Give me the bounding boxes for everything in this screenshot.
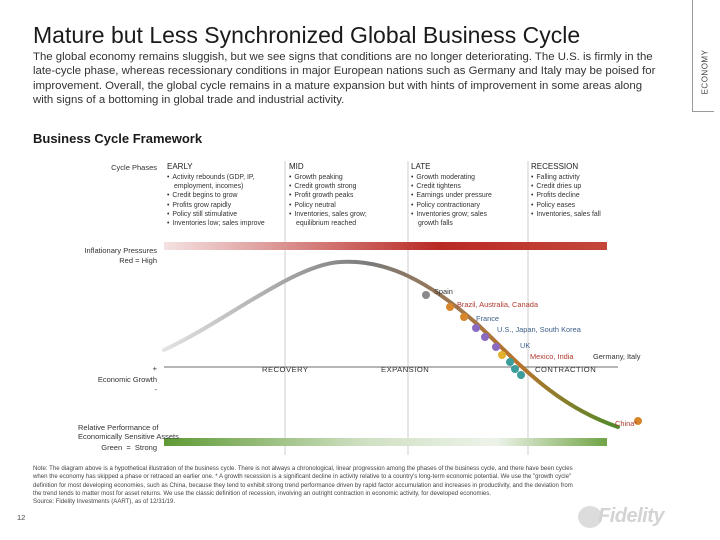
list-item: Profits grow rapidly	[167, 201, 265, 210]
country-label-china: China*	[615, 419, 638, 428]
phase-word-recovery: RECOVERY	[262, 365, 309, 374]
list-item: equilibrium reached	[296, 220, 357, 228]
inflationary-pressure-bar	[164, 242, 607, 250]
list-item: Inventories, sales fall	[531, 210, 600, 219]
footnote-note: Note: The diagram above is a hypothetica…	[33, 465, 573, 497]
footnote-source: Source: Fidelity Investments (AART), as …	[33, 498, 176, 506]
logo-mark	[578, 506, 602, 528]
section-tab-label: ECONOMY	[700, 49, 710, 95]
diagram-graphics	[162, 161, 642, 455]
list-item: Activity rebounds (GDP, IP,	[167, 173, 265, 182]
list-item: Profit growth peaks	[289, 191, 367, 200]
list-item: Inventories grow; sales	[411, 210, 492, 219]
list-item: Policy neutral	[289, 201, 367, 210]
list-item: Falling activity	[531, 173, 601, 182]
row-label-inflationary-pressures: Inflationary Pressures	[84, 246, 157, 255]
section-tab-border	[692, 0, 714, 112]
relative-performance-key: Green = Strong	[78, 443, 157, 452]
relative-performance-bar	[164, 438, 607, 446]
list-item: Growth moderating	[411, 173, 492, 182]
fidelity-logo: Fidelity	[578, 505, 690, 529]
business-cycle-diagram: Cycle Phases Inflationary Pressures Red …	[78, 155, 660, 457]
country-position-dot	[422, 291, 430, 299]
list-item: Growth peaking	[289, 173, 367, 182]
country-position-dot	[492, 343, 500, 351]
row-label-economically-sensitive: Economically Sensitive Assets	[78, 432, 179, 441]
phase-mid-list: Growth peaking Credit growth strong Prof…	[289, 173, 367, 228]
list-item: employment, incomes)	[174, 183, 244, 191]
list-item: Credit dries up	[531, 182, 601, 191]
list-item: Inventories low; sales improve	[167, 219, 264, 228]
key-green: Green	[101, 443, 123, 452]
phase-mid: MID Growth peaking Credit growth strong …	[289, 162, 367, 228]
row-label-economic-growth: Economic Growth	[97, 375, 157, 384]
section-heading: Business Cycle Framework	[33, 131, 203, 146]
footnote: Note: The diagram above is a hypothetica…	[33, 465, 573, 506]
country-position-dot	[481, 333, 489, 341]
growth-minus-sign: -	[154, 385, 158, 394]
phase-early-heading: EARLY	[167, 162, 193, 171]
country-position-dot	[511, 365, 519, 373]
country-label-spain: Spain	[434, 287, 453, 296]
country-label-mexico-india: Mexico, India	[530, 352, 574, 361]
country-position-dot	[498, 351, 506, 359]
phase-recession-list: Falling activity Credit dries up Profits…	[531, 173, 601, 219]
list-item: Credit begins to grow	[167, 191, 265, 200]
country-position-dot	[472, 324, 480, 332]
list-item: Profits decline	[531, 191, 601, 200]
list-item: Credit growth strong	[289, 182, 367, 191]
growth-plus-sign: +	[152, 364, 157, 373]
country-position-dot	[517, 371, 525, 379]
country-label-uk: UK	[520, 341, 531, 350]
page-number: 12	[17, 513, 26, 522]
country-position-dot	[634, 417, 642, 425]
phase-word-expansion: EXPANSION	[381, 365, 430, 374]
list-item: Inventories, sales grow;	[289, 210, 366, 219]
phase-early-list: Activity rebounds (GDP, IP, employment, …	[167, 173, 265, 228]
list-item: Policy contractionary	[411, 201, 492, 210]
intro-paragraph: The global economy remains sluggish, but…	[33, 51, 656, 107]
key-equals: =	[124, 443, 133, 452]
phase-recession: RECESSION Falling activity Credit dries …	[531, 162, 601, 219]
list-item: Earnings under pressure	[411, 191, 491, 200]
country-label-brazil-australia-canada: Brazil, Australia, Canada	[457, 300, 538, 309]
key-strong: Strong	[134, 443, 157, 452]
country-position-dot	[506, 358, 514, 366]
row-label-cycle-phases: Cycle Phases	[111, 163, 157, 172]
row-label-relative-performance: Relative Performance of	[78, 423, 159, 432]
phase-late-list: Growth moderating Credit tightens Earnin…	[411, 173, 492, 228]
country-label-germany-italy: Germany, Italy	[593, 352, 641, 361]
country-label-france: France	[476, 314, 500, 323]
list-item: Credit tightens	[411, 182, 492, 191]
phase-late-heading: LATE	[411, 162, 431, 171]
phase-early: EARLY Activity rebounds (GDP, IP, employ…	[167, 162, 265, 228]
page-title: Mature but Less Synchronized Global Busi…	[33, 22, 581, 48]
phase-late: LATE Growth moderating Credit tightens E…	[411, 162, 492, 228]
country-position-dot	[460, 313, 468, 321]
phase-word-contraction: CONTRACTION	[535, 365, 597, 374]
list-item: growth falls	[418, 220, 453, 228]
phase-mid-heading: MID	[289, 162, 304, 171]
business-cycle-curve	[162, 259, 620, 429]
list-item: Policy still stimulative	[167, 210, 265, 219]
row-label-inflationary-key: Red = High	[119, 256, 157, 265]
list-item: Policy eases	[531, 201, 601, 210]
logo-text: Fidelity	[598, 505, 665, 527]
country-position-dot	[446, 303, 454, 311]
phase-recession-heading: RECESSION	[531, 162, 579, 171]
country-label-us-japan-south-korea: U.S., Japan, South Korea	[497, 325, 581, 334]
